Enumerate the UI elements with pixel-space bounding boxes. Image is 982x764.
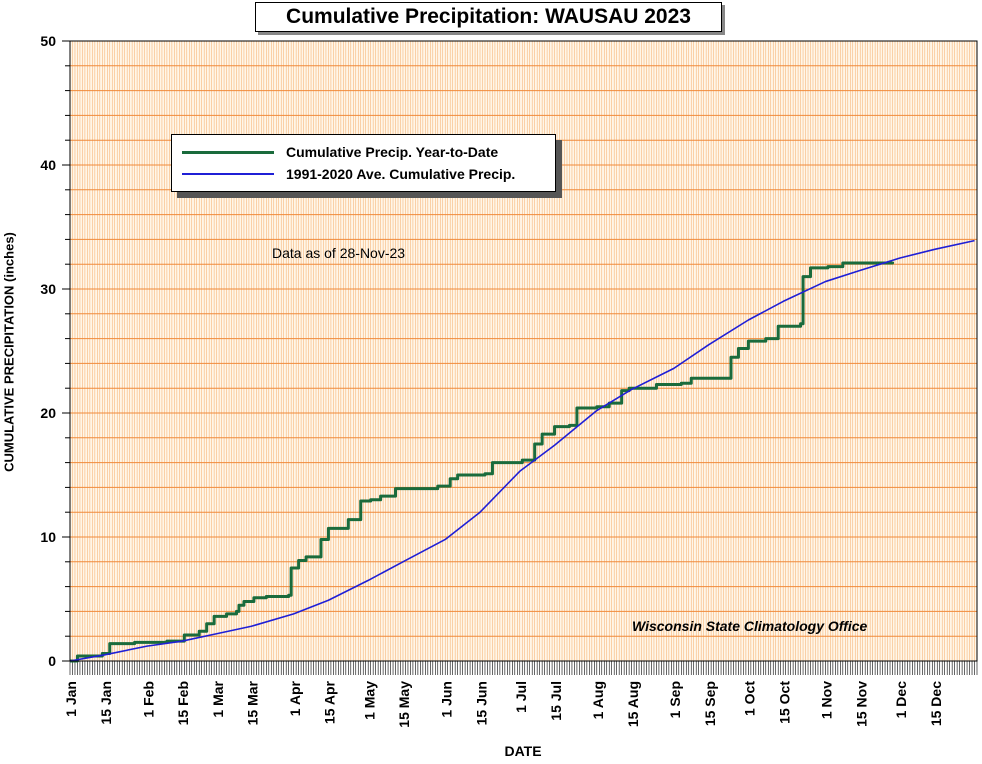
y-tick-label: 40 bbox=[40, 157, 56, 173]
x-tick-label: 15 Apr bbox=[322, 680, 338, 724]
x-tick-label: 1 Apr bbox=[287, 680, 303, 716]
x-tick-label: 15 Mar bbox=[245, 680, 261, 725]
x-tick-label: 1 Nov bbox=[819, 681, 835, 719]
y-tick-label: 10 bbox=[40, 529, 56, 545]
x-tick-label: 1 Oct bbox=[742, 681, 758, 716]
legend: Cumulative Precip. Year-to-Date 1991-202… bbox=[171, 134, 556, 192]
x-tick-label: 15 May bbox=[396, 681, 412, 728]
y-tick-label: 0 bbox=[48, 653, 56, 669]
x-tick-label: 1 Feb bbox=[140, 681, 156, 718]
y-tick-label: 50 bbox=[40, 33, 56, 49]
x-tick-label: 1 Sep bbox=[667, 681, 683, 718]
data-as-of-note: Data as of 28-Nov-23 bbox=[272, 245, 406, 261]
credit-note: Wisconsin State Climatology Office bbox=[632, 618, 868, 634]
x-tick-label: 15 Sep bbox=[702, 681, 718, 726]
plot-frame bbox=[69, 40, 978, 662]
series-line-year-to-date bbox=[70, 261, 895, 663]
series-lines bbox=[69, 239, 975, 663]
x-tick-label: 1 Mar bbox=[210, 680, 226, 717]
series-line-average bbox=[69, 239, 975, 662]
x-axis: 1 Jan 15 Jan 1 Feb 15 Feb 1 Mar 15 Mar 1 Apr 15… bbox=[63, 661, 978, 728]
x-tick-label: 1 Jan bbox=[63, 681, 79, 717]
y-axis: 0 10 20 30 40 50 bbox=[40, 33, 70, 669]
x-tick-label: 15 Jul bbox=[548, 681, 564, 721]
legend-swatch-average bbox=[182, 173, 274, 175]
x-axis-label: DATE bbox=[504, 743, 542, 759]
x-tick-label: 1 Jul bbox=[513, 681, 529, 713]
chart-title: Cumulative Precipitation: WAUSAU 2023 bbox=[255, 2, 722, 32]
x-tick-label: 15 Jan bbox=[98, 681, 114, 725]
y-tick-label: 30 bbox=[40, 281, 56, 297]
legend-item-ytd: Cumulative Precip. Year-to-Date bbox=[182, 142, 498, 162]
y-tick-label: 20 bbox=[40, 405, 56, 421]
legend-swatch-ytd bbox=[182, 150, 274, 154]
x-tick-label: 1 Aug bbox=[590, 681, 606, 719]
x-tick-label: 15 Jun bbox=[473, 681, 489, 725]
x-tick-label: 15 Aug bbox=[625, 681, 641, 727]
x-tick-label: 15 Dec bbox=[928, 681, 944, 726]
legend-label-average: 1991-2020 Ave. Cumulative Precip. bbox=[286, 166, 516, 182]
x-tick-label: 15 Oct bbox=[776, 681, 792, 724]
x-tick-label: 1 Jun bbox=[438, 681, 454, 718]
x-tick-label: 15 Nov bbox=[853, 681, 869, 727]
x-tick-label: 1 May bbox=[361, 681, 377, 720]
x-tick-label: 1 Dec bbox=[893, 681, 909, 719]
legend-label-ytd: Cumulative Precip. Year-to-Date bbox=[286, 144, 499, 160]
y-axis-label: CUMULATIVE PRECIPITATION (inches) bbox=[1, 232, 17, 472]
x-tick-label: 15 Feb bbox=[175, 681, 191, 725]
legend-item-average: 1991-2020 Ave. Cumulative Precip. bbox=[182, 164, 515, 184]
